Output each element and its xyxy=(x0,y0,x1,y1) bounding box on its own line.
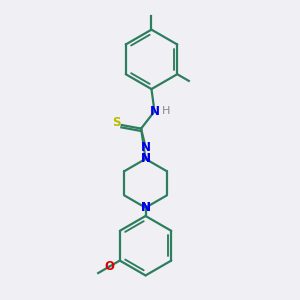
Text: N: N xyxy=(140,152,151,165)
Text: O: O xyxy=(104,260,114,273)
Text: N: N xyxy=(149,105,160,118)
Text: N: N xyxy=(140,140,151,154)
Text: N: N xyxy=(140,201,151,214)
Text: N: N xyxy=(140,152,151,165)
Text: H: H xyxy=(162,106,170,116)
Text: S: S xyxy=(112,116,121,129)
Text: N: N xyxy=(140,201,151,214)
